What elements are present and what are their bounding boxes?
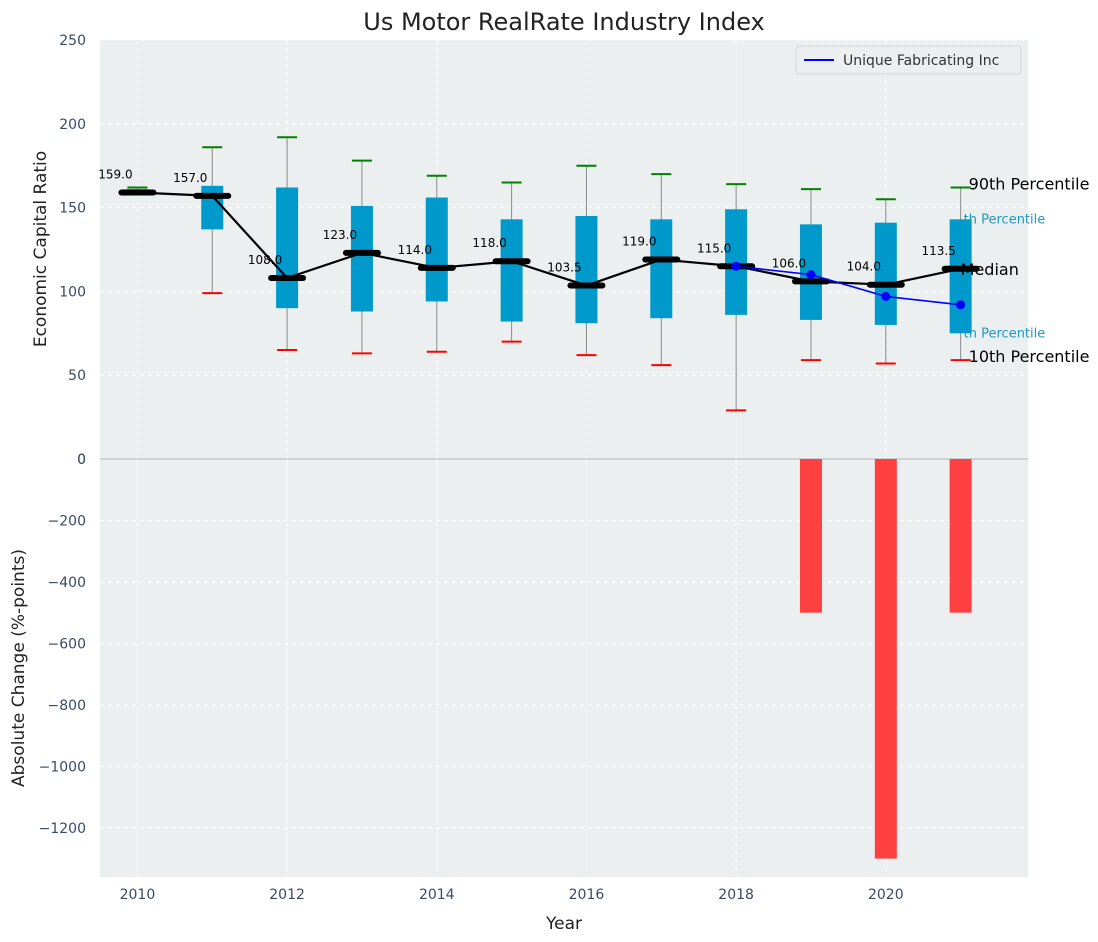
change-bar [874,459,897,859]
top-y-tick-label: 50 [68,368,86,384]
median-value-label: 118.0 [472,236,506,250]
x-tick-label: 2020 [868,887,904,903]
company-point [731,261,741,271]
top-y-tick-label: 200 [59,117,86,133]
x-axis-label: Year [545,914,582,934]
bottom-y-tick-label: −800 [48,698,86,714]
top-y-ticks: 0 50 100 150 200 250 [59,33,86,468]
top-y-tick-label: 100 [59,284,86,300]
bottom-panel-background [100,459,1028,877]
legend: Unique Fabricating Inc [795,45,1022,75]
median-line-group [137,191,961,287]
q3-annotation: th Percentile [964,212,1046,227]
median-annotation: Median [961,260,1019,279]
iqr-box [500,219,523,322]
bottom-y-tick-label: −1000 [39,759,86,775]
x-tick-label: 2010 [120,887,156,903]
iqr-box [350,205,373,312]
median-value-label: 157.0 [173,171,207,185]
median-value-label: 103.5 [547,261,581,275]
bottom-y-tick-label: −200 [48,513,86,529]
top-y-tick-label: 250 [59,33,86,49]
x-tick-label: 2012 [269,887,305,903]
top-y-tick-label: 150 [59,201,86,217]
company-trend-line [736,265,961,306]
median-labels: 159.0 157.0 108.0 123.0 114.0 118.0 103.5 119.0… [98,168,956,275]
iqr-box [575,215,598,324]
legend-box [795,45,1022,75]
median-value-label: 114.0 [398,243,432,257]
company-point [956,300,966,310]
bottom-y-ticks: 0 −200 −400 −600 −800 −1000 −1200 [39,452,86,837]
x-tick-label: 2018 [718,887,754,903]
iqr-box [201,185,224,230]
iqr-box [874,222,897,325]
change-bar [949,459,972,613]
company-line-group [731,261,966,310]
q1-annotation: th Percentile [964,326,1046,341]
bottom-y-tick-label: −400 [48,575,86,591]
x-ticks: 2010 2012 2014 2016 2018 2020 [120,887,904,903]
percentile-annotations: 90th Percentile th Percentile Median th Per… [961,174,1090,366]
bottom-y-tick-label: −1200 [39,821,86,837]
top-grid [100,39,1028,459]
iqr-box [650,219,673,319]
median-value-label: 106.0 [772,256,806,270]
company-point [881,291,891,301]
top-y-tick-label: 0 [77,452,86,468]
median-value-label: 113.5 [921,244,955,258]
top-panel: 0 50 100 150 200 250 159.0 157.0 108.0 123.0 114.… [31,33,1089,468]
company-point [806,270,816,280]
x-tick-label: 2014 [419,887,455,903]
bottom-y-tick-label: −600 [48,636,86,652]
median-value-label: 108.0 [248,253,282,267]
median-value-label: 115.0 [697,241,731,255]
change-bars [799,459,972,859]
p90-annotation: 90th Percentile [969,174,1090,193]
change-bar [799,459,822,613]
bottom-panel: 0 −200 −400 −600 −800 −1000 −1200 2010 2012 2014… [9,452,1028,934]
chart-title: Us Motor RealRate Industry Index [363,8,765,36]
top-panel-background [100,40,1028,459]
median-value-label: 123.0 [323,228,357,242]
top-y-axis-label: Economic Capital Ratio [31,151,51,347]
x-tick-label: 2016 [569,887,605,903]
bottom-y-tick-label: 0 [77,452,86,468]
bottom-grid [100,459,1028,877]
median-value-label: 104.0 [847,260,881,274]
iqr-box [276,187,299,309]
median-trend-line [137,191,961,287]
iqr-box [425,197,448,302]
bottom-y-axis-label: Absolute Change (%-points) [9,549,29,787]
median-value-label: 119.0 [622,235,656,249]
p10-annotation: 10th Percentile [969,347,1090,366]
median-value-label: 159.0 [98,168,132,182]
legend-label: Unique Fabricating Inc [843,53,999,69]
